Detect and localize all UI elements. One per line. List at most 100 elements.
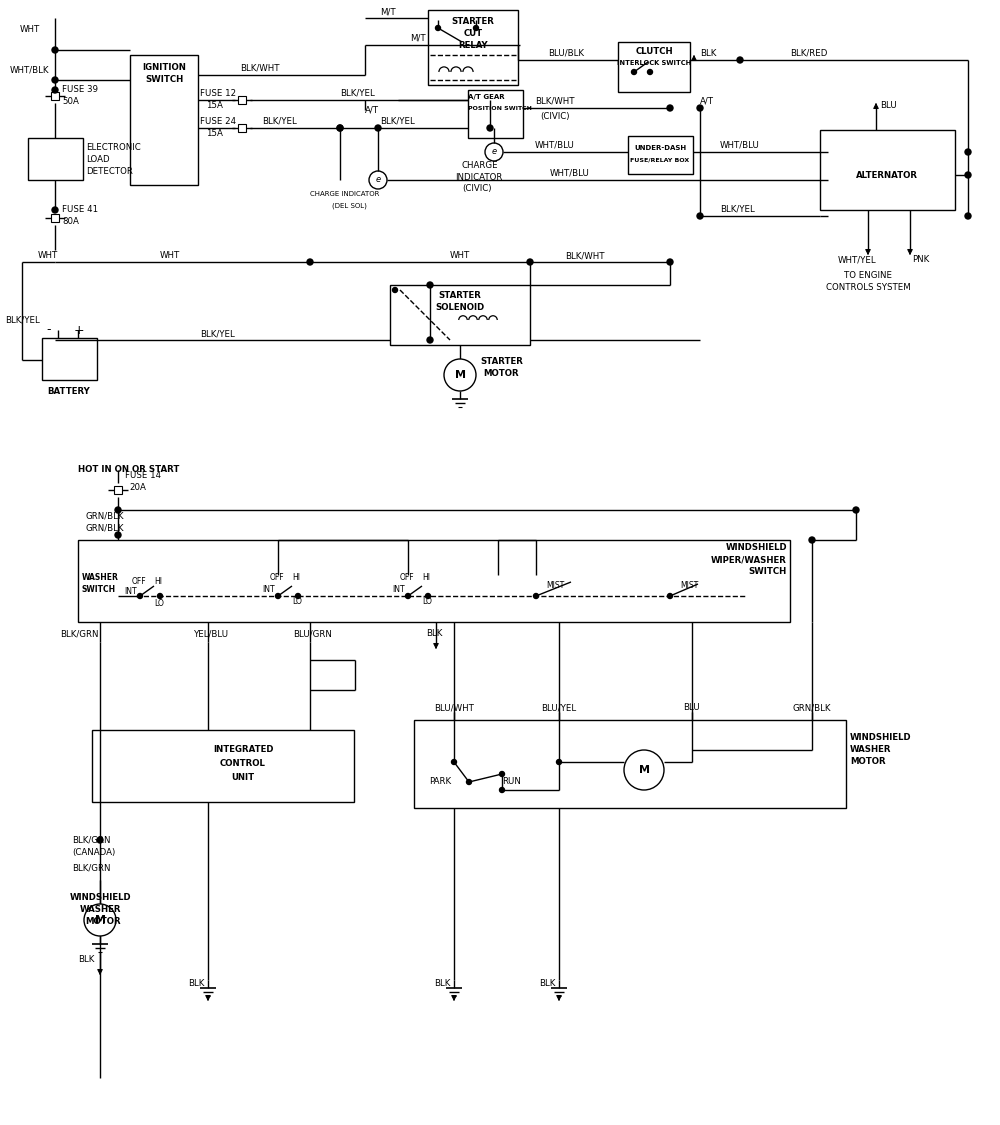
Text: MOTOR: MOTOR xyxy=(483,369,519,378)
Circle shape xyxy=(337,125,343,130)
Text: LO: LO xyxy=(154,600,164,609)
Circle shape xyxy=(158,594,162,598)
Text: INT: INT xyxy=(262,585,275,594)
Text: -: - xyxy=(46,324,50,336)
Circle shape xyxy=(648,70,652,74)
Text: M: M xyxy=(454,370,466,380)
Text: BLK/YEL: BLK/YEL xyxy=(200,330,235,339)
Text: A/T: A/T xyxy=(365,106,379,115)
Text: CHARGE: CHARGE xyxy=(462,161,499,170)
Circle shape xyxy=(487,125,493,130)
Text: WHT/YEL: WHT/YEL xyxy=(838,255,877,264)
Text: 15A: 15A xyxy=(206,101,223,110)
Text: BLK: BLK xyxy=(78,955,94,964)
Text: e: e xyxy=(375,176,381,184)
Circle shape xyxy=(115,507,121,513)
Text: (DEL SOL): (DEL SOL) xyxy=(332,202,367,209)
Text: RUN: RUN xyxy=(502,777,521,786)
Bar xyxy=(92,730,354,802)
Text: BLK/YEL: BLK/YEL xyxy=(5,315,40,324)
Circle shape xyxy=(500,772,505,776)
Text: M/T: M/T xyxy=(410,34,426,43)
Text: ELECTRONIC: ELECTRONIC xyxy=(86,144,141,153)
Text: WHT: WHT xyxy=(20,26,40,35)
Text: GRN/BLK: GRN/BLK xyxy=(86,512,124,521)
Circle shape xyxy=(965,213,971,219)
Circle shape xyxy=(406,594,411,598)
Text: LO: LO xyxy=(292,597,302,606)
Text: SWITCH: SWITCH xyxy=(749,567,787,576)
Text: FUSE 12: FUSE 12 xyxy=(200,89,236,98)
Circle shape xyxy=(556,759,562,765)
Text: TO ENGINE: TO ENGINE xyxy=(844,270,892,279)
Bar xyxy=(51,92,59,100)
Text: STARTER: STARTER xyxy=(480,358,523,367)
Circle shape xyxy=(853,507,859,513)
Circle shape xyxy=(375,125,381,130)
Text: OFF: OFF xyxy=(132,577,147,586)
Text: CHARGE INDICATOR: CHARGE INDICATOR xyxy=(310,191,379,197)
Circle shape xyxy=(527,259,533,266)
Circle shape xyxy=(624,750,664,790)
Circle shape xyxy=(444,359,476,391)
Text: SWITCH: SWITCH xyxy=(82,585,116,594)
Circle shape xyxy=(697,213,703,219)
Circle shape xyxy=(436,26,440,30)
Text: CLUTCH: CLUTCH xyxy=(635,47,673,56)
Text: M: M xyxy=(94,915,106,925)
Circle shape xyxy=(52,47,58,53)
Text: PNK: PNK xyxy=(912,255,929,264)
Text: M/T: M/T xyxy=(380,8,396,17)
Bar xyxy=(42,338,97,380)
Text: MIST: MIST xyxy=(546,580,564,590)
Text: WHT/BLU: WHT/BLU xyxy=(535,141,575,150)
Text: BLK/GRN: BLK/GRN xyxy=(72,836,110,845)
Text: A/T GEAR: A/T GEAR xyxy=(468,94,505,100)
Bar xyxy=(618,42,690,92)
Text: INTEGRATED: INTEGRATED xyxy=(213,746,273,755)
Circle shape xyxy=(474,26,479,30)
Circle shape xyxy=(809,537,815,543)
Text: 80A: 80A xyxy=(62,217,79,226)
Circle shape xyxy=(500,788,505,792)
Text: IGNITION: IGNITION xyxy=(142,63,186,72)
Text: MOTOR: MOTOR xyxy=(85,918,121,927)
Text: LOAD: LOAD xyxy=(86,155,110,164)
Text: BLU/WHT: BLU/WHT xyxy=(434,703,474,712)
Circle shape xyxy=(97,837,103,843)
Text: BLK/RED: BLK/RED xyxy=(790,48,827,57)
Text: CONTROL: CONTROL xyxy=(220,759,266,768)
Text: WHT: WHT xyxy=(160,252,180,261)
Text: GRN/BLK: GRN/BLK xyxy=(793,703,831,712)
Text: FUSE/RELAY BOX: FUSE/RELAY BOX xyxy=(630,158,690,162)
Text: SWITCH: SWITCH xyxy=(145,75,183,84)
Bar xyxy=(114,486,122,494)
Circle shape xyxy=(466,780,472,784)
Text: LO: LO xyxy=(422,597,432,606)
Text: WHT/BLU: WHT/BLU xyxy=(550,169,590,178)
Circle shape xyxy=(668,594,672,598)
Text: WINDSHIELD: WINDSHIELD xyxy=(850,734,912,742)
Text: PARK: PARK xyxy=(429,777,451,786)
Text: BLK: BLK xyxy=(539,980,555,989)
Text: BLK/WHT: BLK/WHT xyxy=(240,63,280,72)
Text: (CIVIC): (CIVIC) xyxy=(540,112,570,122)
Text: e: e xyxy=(491,147,497,156)
Circle shape xyxy=(138,594,143,598)
Text: BLK/WHT: BLK/WHT xyxy=(535,97,574,106)
Text: POSITION SWITCH: POSITION SWITCH xyxy=(468,107,532,111)
Bar xyxy=(130,55,198,184)
Bar xyxy=(628,136,693,174)
Text: 20A: 20A xyxy=(129,484,146,493)
Bar xyxy=(51,214,59,222)
Text: BLU/BLK: BLU/BLK xyxy=(548,48,584,57)
Text: INT: INT xyxy=(392,585,405,594)
Text: +: + xyxy=(74,324,85,336)
Text: BLU/GRN: BLU/GRN xyxy=(293,630,332,639)
Text: FUSE 24: FUSE 24 xyxy=(200,117,236,126)
Text: FUSE 39: FUSE 39 xyxy=(62,86,98,94)
Text: WINDSHIELD: WINDSHIELD xyxy=(725,543,787,552)
Text: INTERLOCK SWITCH: INTERLOCK SWITCH xyxy=(617,60,691,66)
Circle shape xyxy=(667,259,673,266)
Text: CONTROLS SYSTEM: CONTROLS SYSTEM xyxy=(826,282,910,291)
